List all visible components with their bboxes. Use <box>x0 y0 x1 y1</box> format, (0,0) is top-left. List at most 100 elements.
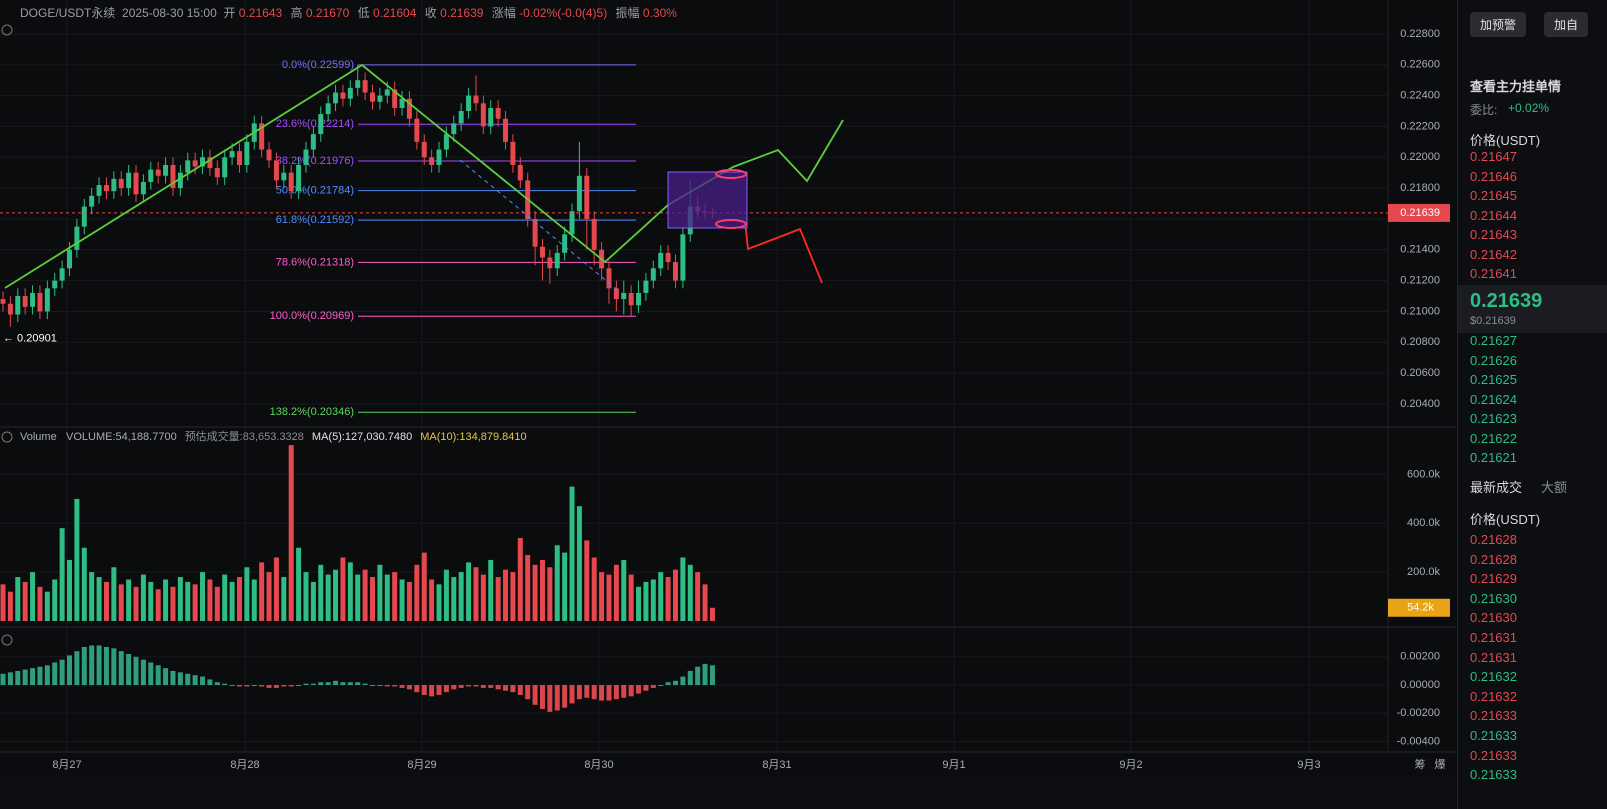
bar <box>584 540 590 621</box>
depth-link[interactable]: 查看主力挂单情 <box>1470 79 1562 94</box>
bar <box>288 685 294 687</box>
bar <box>170 586 176 621</box>
bar <box>473 567 479 621</box>
label: 收 <box>424 6 437 20</box>
bar <box>451 577 457 621</box>
bar <box>539 559 545 621</box>
bar <box>30 668 36 686</box>
candle-body <box>281 172 287 181</box>
value: -0.02%(-0.0(4)5) <box>519 6 608 20</box>
zone-marker <box>715 219 747 229</box>
bar <box>636 586 642 621</box>
collapse-icon[interactable] <box>1 431 13 443</box>
label: 低 <box>357 6 370 20</box>
volume-field: MA(10):134,879.8410 <box>420 431 526 443</box>
bar <box>340 557 346 621</box>
price-row: 0.21625 <box>1470 372 1517 387</box>
bar <box>251 685 257 687</box>
bar <box>606 685 612 701</box>
last-price-box <box>1458 285 1607 333</box>
drawings <box>4 63 844 293</box>
bar <box>185 673 191 686</box>
bar <box>251 579 257 621</box>
candle-body <box>103 185 109 192</box>
price-row: 0.21630 <box>1470 610 1517 626</box>
fib-label: 50.0%(0.21784) <box>276 184 354 196</box>
bar <box>22 669 28 686</box>
bar <box>325 574 331 621</box>
price-row: 0.21631 <box>1470 649 1517 665</box>
bar <box>525 685 531 700</box>
bar <box>52 579 58 621</box>
candle-body <box>7 303 13 315</box>
candle-body <box>333 92 339 104</box>
trades-header: 价格(USDT) <box>1470 512 1541 527</box>
y-tick-label: -0.00200 <box>1397 707 1440 719</box>
large-tab[interactable]: 大额 <box>1541 480 1568 495</box>
candle-body <box>406 98 412 119</box>
chart-bg <box>0 0 1456 809</box>
bar <box>414 685 420 693</box>
bar <box>680 676 686 686</box>
bar <box>510 572 516 621</box>
candle-body <box>466 95 472 112</box>
bar <box>200 676 206 686</box>
bar <box>44 665 50 686</box>
collapse-icon[interactable] <box>1 24 13 36</box>
bar <box>89 572 95 621</box>
bottom-bar <box>0 778 1456 809</box>
bar <box>118 584 124 621</box>
volume-field: VOLUME:54,188.7700 <box>66 431 177 443</box>
header: DOGE/USDT永续 2025-08-30 15:00 开 0.21643 高… <box>20 4 682 21</box>
bar <box>163 579 169 621</box>
price-row: 0.21626 <box>1470 352 1517 368</box>
bar <box>517 685 523 695</box>
candle-body <box>155 169 161 176</box>
candle-body <box>377 95 383 102</box>
bar <box>392 572 398 621</box>
candle-body <box>362 80 368 93</box>
bar <box>503 569 509 621</box>
candle-body <box>621 292 627 300</box>
bar <box>207 579 213 621</box>
bar <box>67 655 73 686</box>
price-row: 0.21645 <box>1470 188 1517 203</box>
bar <box>273 557 279 621</box>
bar <box>67 559 73 621</box>
collapse-icon[interactable] <box>1 634 13 646</box>
candle-body <box>74 226 80 250</box>
x-tick-label: 8月27 <box>52 759 81 771</box>
candle-body <box>384 89 390 96</box>
candle-body <box>118 178 124 189</box>
bar <box>37 586 43 621</box>
price-row: 0.21628 <box>1470 532 1517 547</box>
bar <box>495 685 501 690</box>
x-tick-label: 8月31 <box>762 759 791 771</box>
bar <box>155 665 161 686</box>
candle-body <box>222 157 228 178</box>
candle-body <box>207 157 213 169</box>
candle-body <box>67 249 73 269</box>
bar <box>103 581 109 621</box>
bar <box>414 564 420 621</box>
candle-body <box>473 95 479 104</box>
y-tick-label: 0.22600 <box>1400 59 1440 71</box>
bar <box>155 589 161 621</box>
bar <box>15 577 21 621</box>
volume-field: 预估成交量:83,653.3328 <box>185 429 304 443</box>
alert-button[interactable]: 加预警 <box>1470 12 1527 37</box>
bar <box>562 685 568 708</box>
bar <box>436 584 442 621</box>
candle-body <box>665 252 671 263</box>
candle-body <box>643 280 649 293</box>
candle-body <box>96 185 102 196</box>
bar <box>576 506 582 621</box>
custom-button[interactable]: 加自 <box>1544 12 1589 37</box>
bar <box>370 577 375 621</box>
candle-body <box>163 164 169 176</box>
trades-tab[interactable]: 最新成交 <box>1470 480 1523 495</box>
last-price: 0.21639 <box>1470 290 1543 312</box>
bar <box>133 656 139 686</box>
bar <box>377 685 383 687</box>
